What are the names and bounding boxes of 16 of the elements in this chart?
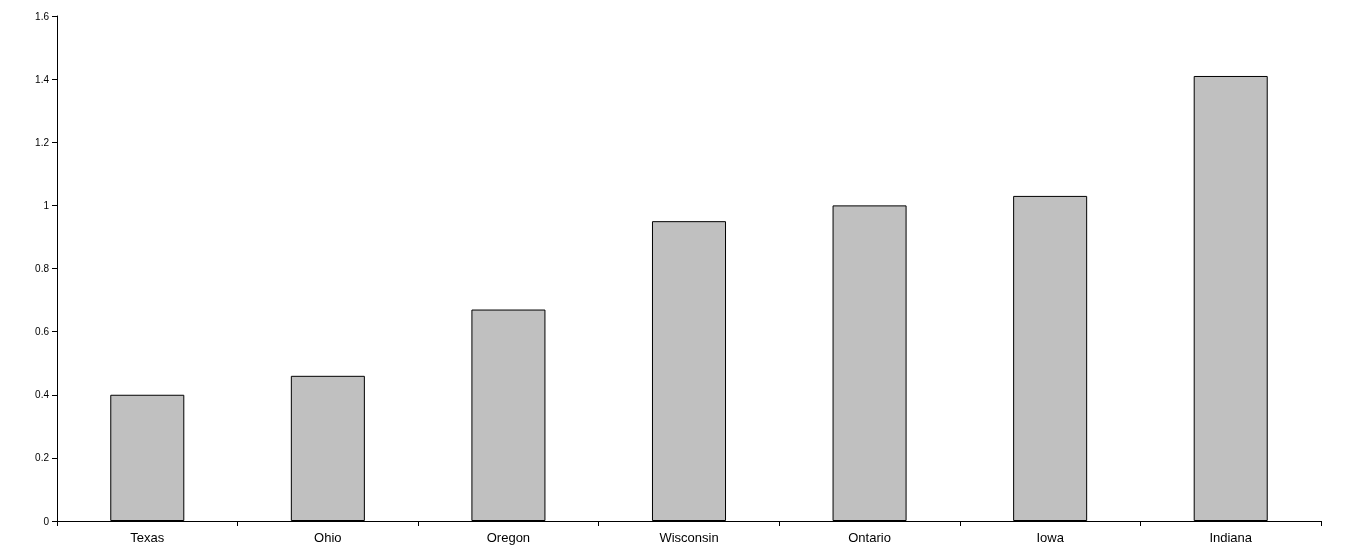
y-tick-label: 1.6 <box>35 10 50 22</box>
y-tick-label: 0.4 <box>35 389 50 401</box>
x-tick-label: Ohio <box>314 530 342 545</box>
x-tick-label: Indiana <box>1209 530 1253 545</box>
x-tick-label: Ontario <box>848 530 891 545</box>
y-tick-label: 0.8 <box>35 263 50 274</box>
y-tick-label: 0.2 <box>35 452 50 464</box>
x-tick-label: Wisconsin <box>659 530 719 545</box>
x-tick-label: Texas <box>130 530 165 545</box>
y-tick-label: 1.4 <box>35 73 50 85</box>
y-tick-label: 0 <box>43 515 50 527</box>
y-tick-label: 0.6 <box>35 326 50 338</box>
y-tick-label: 1 <box>43 199 50 211</box>
y-tick-label: 1.2 <box>35 136 50 148</box>
x-tick-label: Iowa <box>1036 530 1065 545</box>
x-tick-label: Oregon <box>486 530 531 545</box>
